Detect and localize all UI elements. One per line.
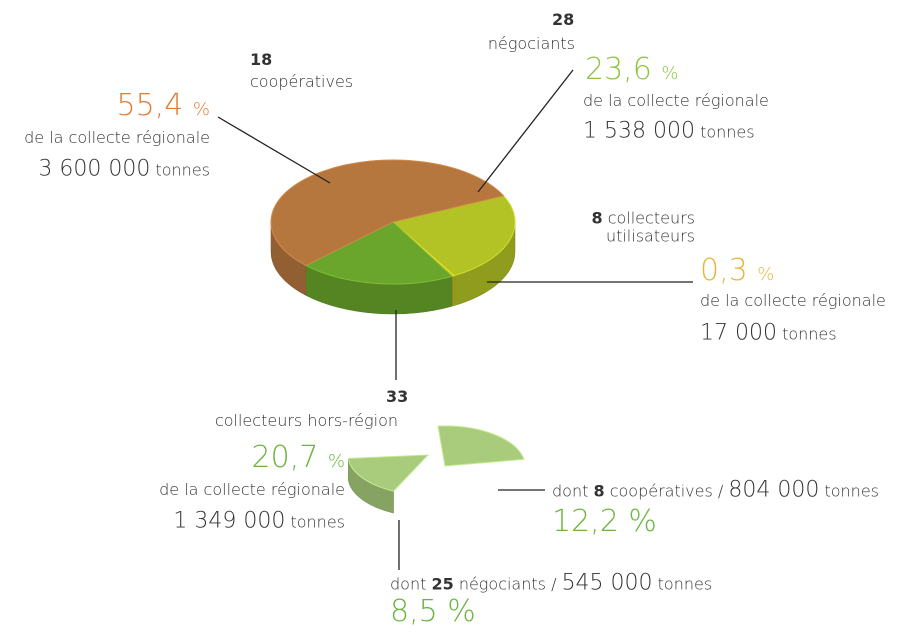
- pie-slice: [391, 195, 516, 277]
- connectors: [217, 69, 693, 570]
- tonnage: 17 000: [700, 320, 777, 346]
- tonnage: 545 000: [561, 570, 653, 596]
- share-text: de la collecte régionale: [700, 290, 886, 310]
- breakdown-pie: [347, 425, 525, 514]
- prefix: dont: [552, 481, 589, 501]
- category-label: 8 collecteurs utilisateurs: [580, 208, 695, 247]
- breakdown-label: dont 8 coopératives / 804 000 tonnes: [552, 477, 879, 502]
- category-label: coopératives: [250, 71, 354, 91]
- breakdown-value: 12,2 %: [552, 503, 657, 540]
- value-label: 0,3 %: [700, 252, 775, 289]
- unit: tonnes: [290, 512, 345, 532]
- share: de la collecte régionale: [700, 290, 886, 310]
- label: coopératives: [609, 481, 713, 501]
- tonnage: 3 600 000: [38, 156, 151, 182]
- separator: /: [717, 481, 724, 501]
- label: négociants: [458, 574, 546, 594]
- tonnage: 1 349 000 tonnes: [173, 508, 345, 533]
- value-label: 23,6 %: [585, 51, 679, 88]
- share: de la collecte régionale: [583, 90, 769, 110]
- category: collecteurs hors-région: [214, 410, 398, 430]
- category: coopératives: [250, 71, 354, 91]
- tonnage: 1 538 000 tonnes: [583, 118, 755, 143]
- slice-side: [451, 275, 455, 307]
- breakdown-slice: [347, 454, 430, 492]
- category: collecteurs utilisateurs: [605, 208, 695, 246]
- value-label: 20,7 %: [251, 439, 345, 476]
- count: 18: [250, 49, 273, 69]
- connector: [217, 116, 331, 184]
- value: 55,4: [116, 87, 184, 123]
- unit: %: [192, 98, 210, 120]
- breakdown-value: 8,5 %: [390, 593, 476, 630]
- unit: tonnes: [700, 122, 755, 142]
- unit: %: [757, 263, 775, 285]
- unit: %: [661, 62, 679, 84]
- value: 20,7: [251, 439, 319, 475]
- unit: tonnes: [657, 574, 713, 594]
- tonnage: 1 538 000: [583, 118, 695, 144]
- category: négociants: [487, 33, 575, 53]
- value: 23,6: [585, 51, 652, 87]
- breakdown-slice: [437, 425, 525, 467]
- count: 33: [386, 386, 409, 406]
- count: 8: [591, 208, 603, 228]
- tonnage: 3 600 000 tonnes: [38, 156, 210, 181]
- unit: tonnes: [824, 481, 879, 501]
- breakdown-label: dont 25 négociants / 545 000 tonnes: [390, 570, 712, 595]
- tonnage: 17 000 tonnes: [700, 320, 837, 345]
- prefix: dont: [390, 574, 427, 594]
- count: 18: [250, 49, 273, 69]
- share-text: de la collecte régionale: [159, 479, 345, 499]
- tonnage: 1 349 000: [173, 508, 286, 534]
- value: 8,5 %: [390, 593, 476, 629]
- pie-slice: [270, 159, 505, 266]
- separator: /: [551, 574, 557, 594]
- count: 33: [386, 386, 409, 406]
- count: 25: [431, 574, 454, 594]
- unit: tonnes: [782, 324, 837, 344]
- category-label: négociants: [487, 33, 575, 53]
- count: 28: [552, 9, 575, 29]
- value-label: 55,4 %: [116, 87, 210, 124]
- connector: [477, 69, 574, 193]
- share-text: de la collecte régionale: [583, 90, 769, 110]
- unit: tonnes: [155, 160, 210, 180]
- pie-slice: [304, 221, 454, 285]
- share-text: de la collecte régionale: [24, 127, 210, 147]
- count: 28: [552, 9, 575, 29]
- unit: %: [327, 450, 345, 472]
- share: de la collecte régionale: [24, 127, 210, 147]
- value: 12,2 %: [552, 503, 657, 539]
- category-label: collecteurs hors-région: [214, 410, 398, 430]
- share: de la collecte régionale: [159, 479, 345, 499]
- value: 0,3: [700, 252, 748, 288]
- tonnage: 804 000: [728, 477, 820, 503]
- pie: [270, 159, 516, 315]
- count: 8: [593, 481, 605, 501]
